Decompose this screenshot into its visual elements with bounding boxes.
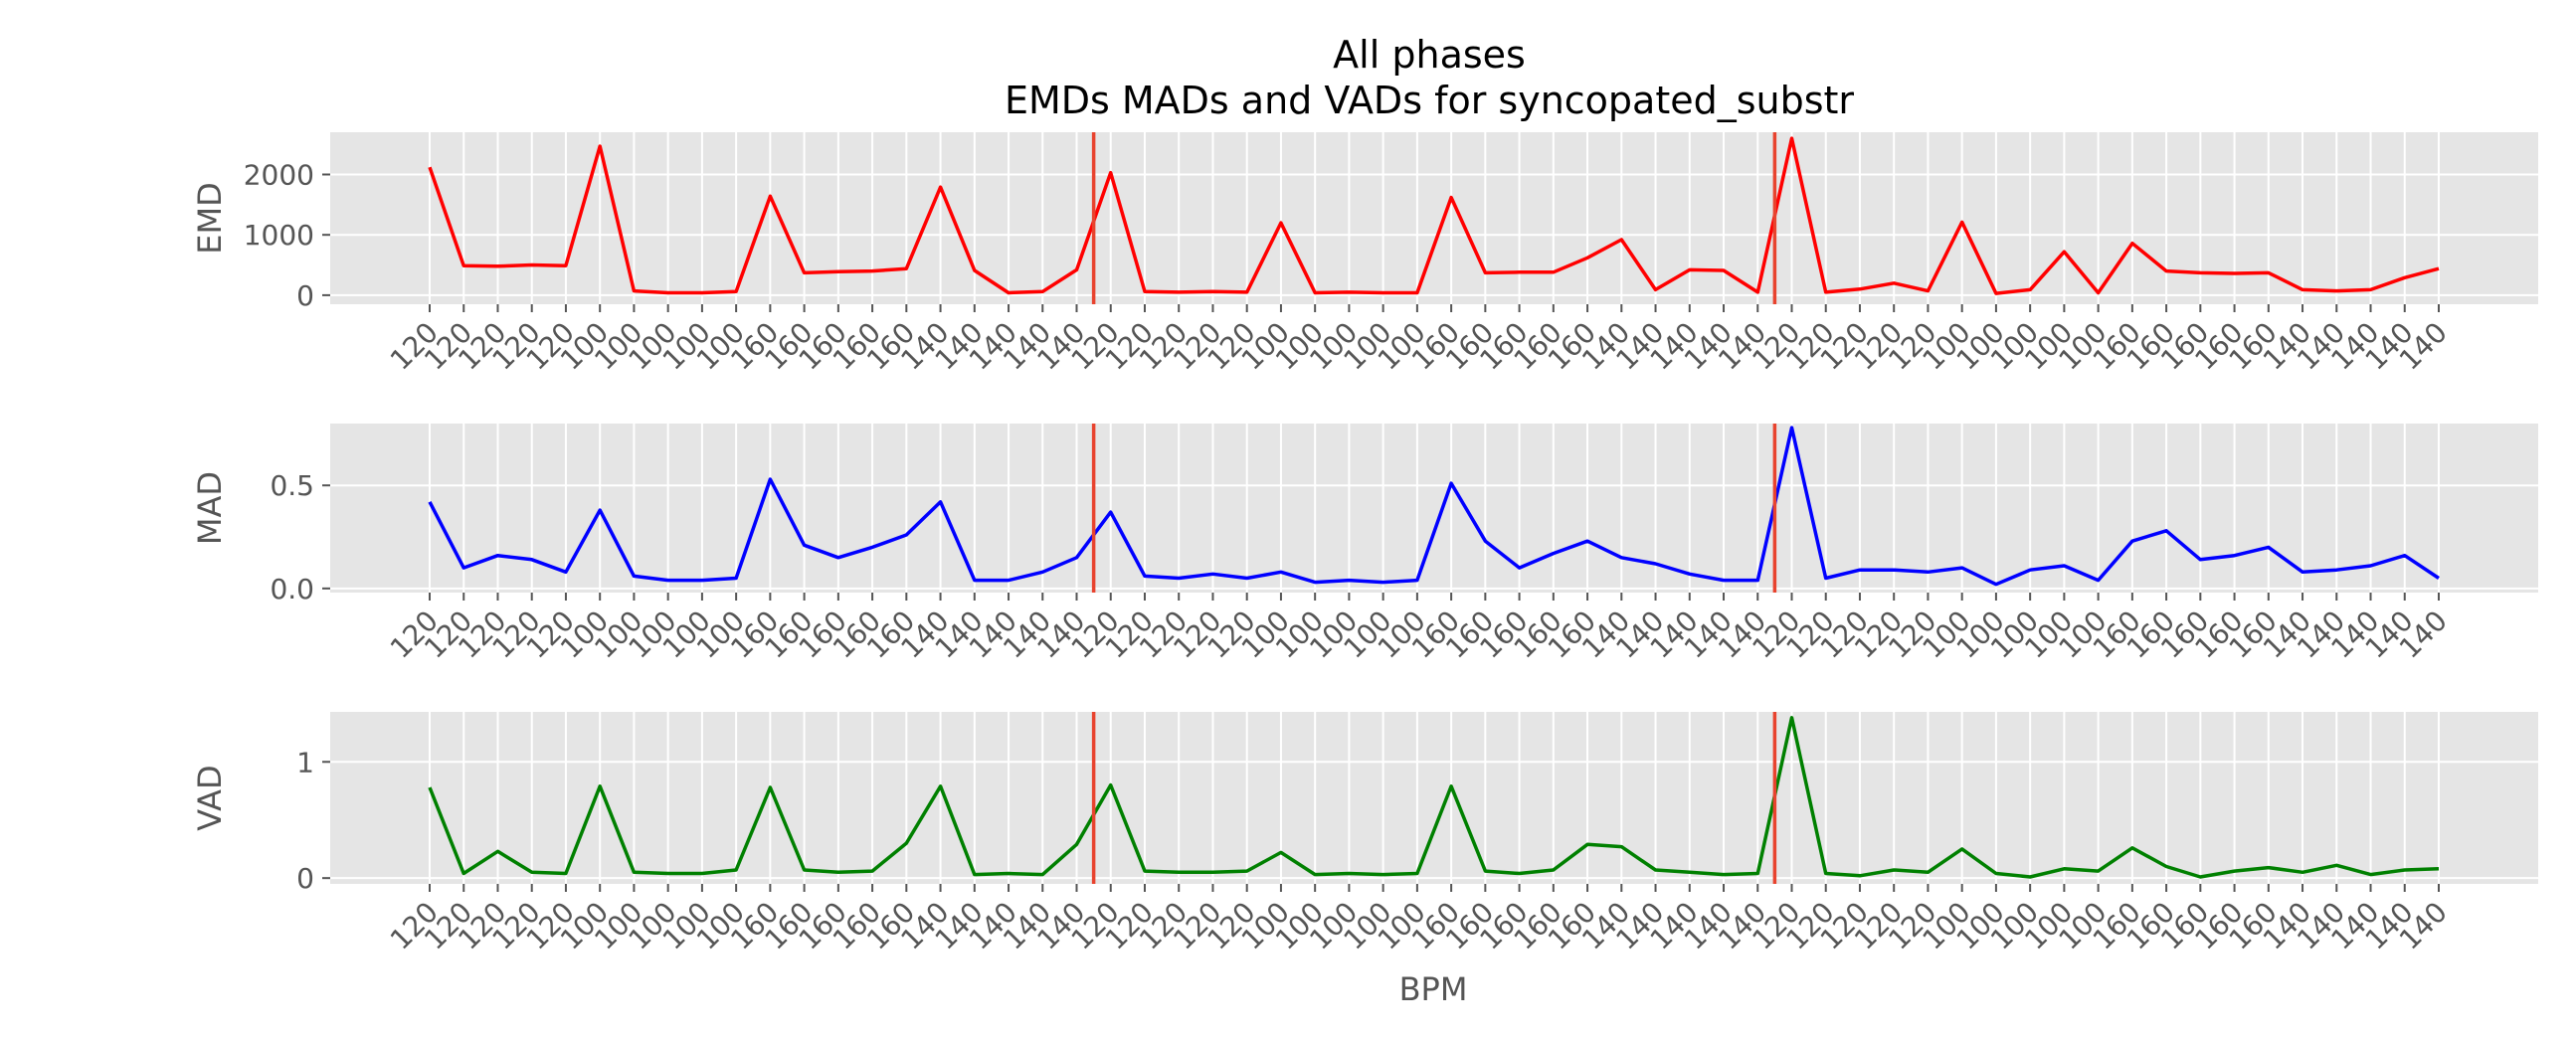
y-tick-label: 0 [296, 279, 314, 312]
y-tick-label: 0.0 [270, 573, 314, 606]
plot-area [330, 424, 2538, 593]
panel-vad: 0112012012012012010010010010010016016016… [191, 712, 2538, 956]
y-axis-label: MAD [191, 471, 229, 545]
figure-title-line1: All phases [1333, 33, 1526, 77]
figure-title-line2: EMDs MADs and VADs for syncopated_substr [1005, 79, 1854, 122]
y-axis-label: EMD [191, 182, 229, 254]
plot-area [330, 712, 2538, 884]
panel-mad: 0.00.51201201201201201001001001001001601… [191, 424, 2538, 665]
y-tick-label: 2000 [244, 158, 314, 191]
y-tick-label: 1000 [244, 219, 314, 252]
series-line-vad [428, 716, 2440, 879]
series-line-emd [428, 136, 2440, 295]
y-tick-label: 1 [296, 746, 314, 778]
y-tick-label: 0 [296, 862, 314, 895]
x-axis-label: BPM [1399, 970, 1468, 1008]
y-tick-label: 0.5 [270, 469, 314, 502]
y-axis-label: VAD [191, 765, 229, 830]
plot-area [330, 132, 2538, 304]
series-line-mad [428, 426, 2440, 587]
panel-emd: 0100020001201201201201201001001001001001… [191, 132, 2538, 377]
